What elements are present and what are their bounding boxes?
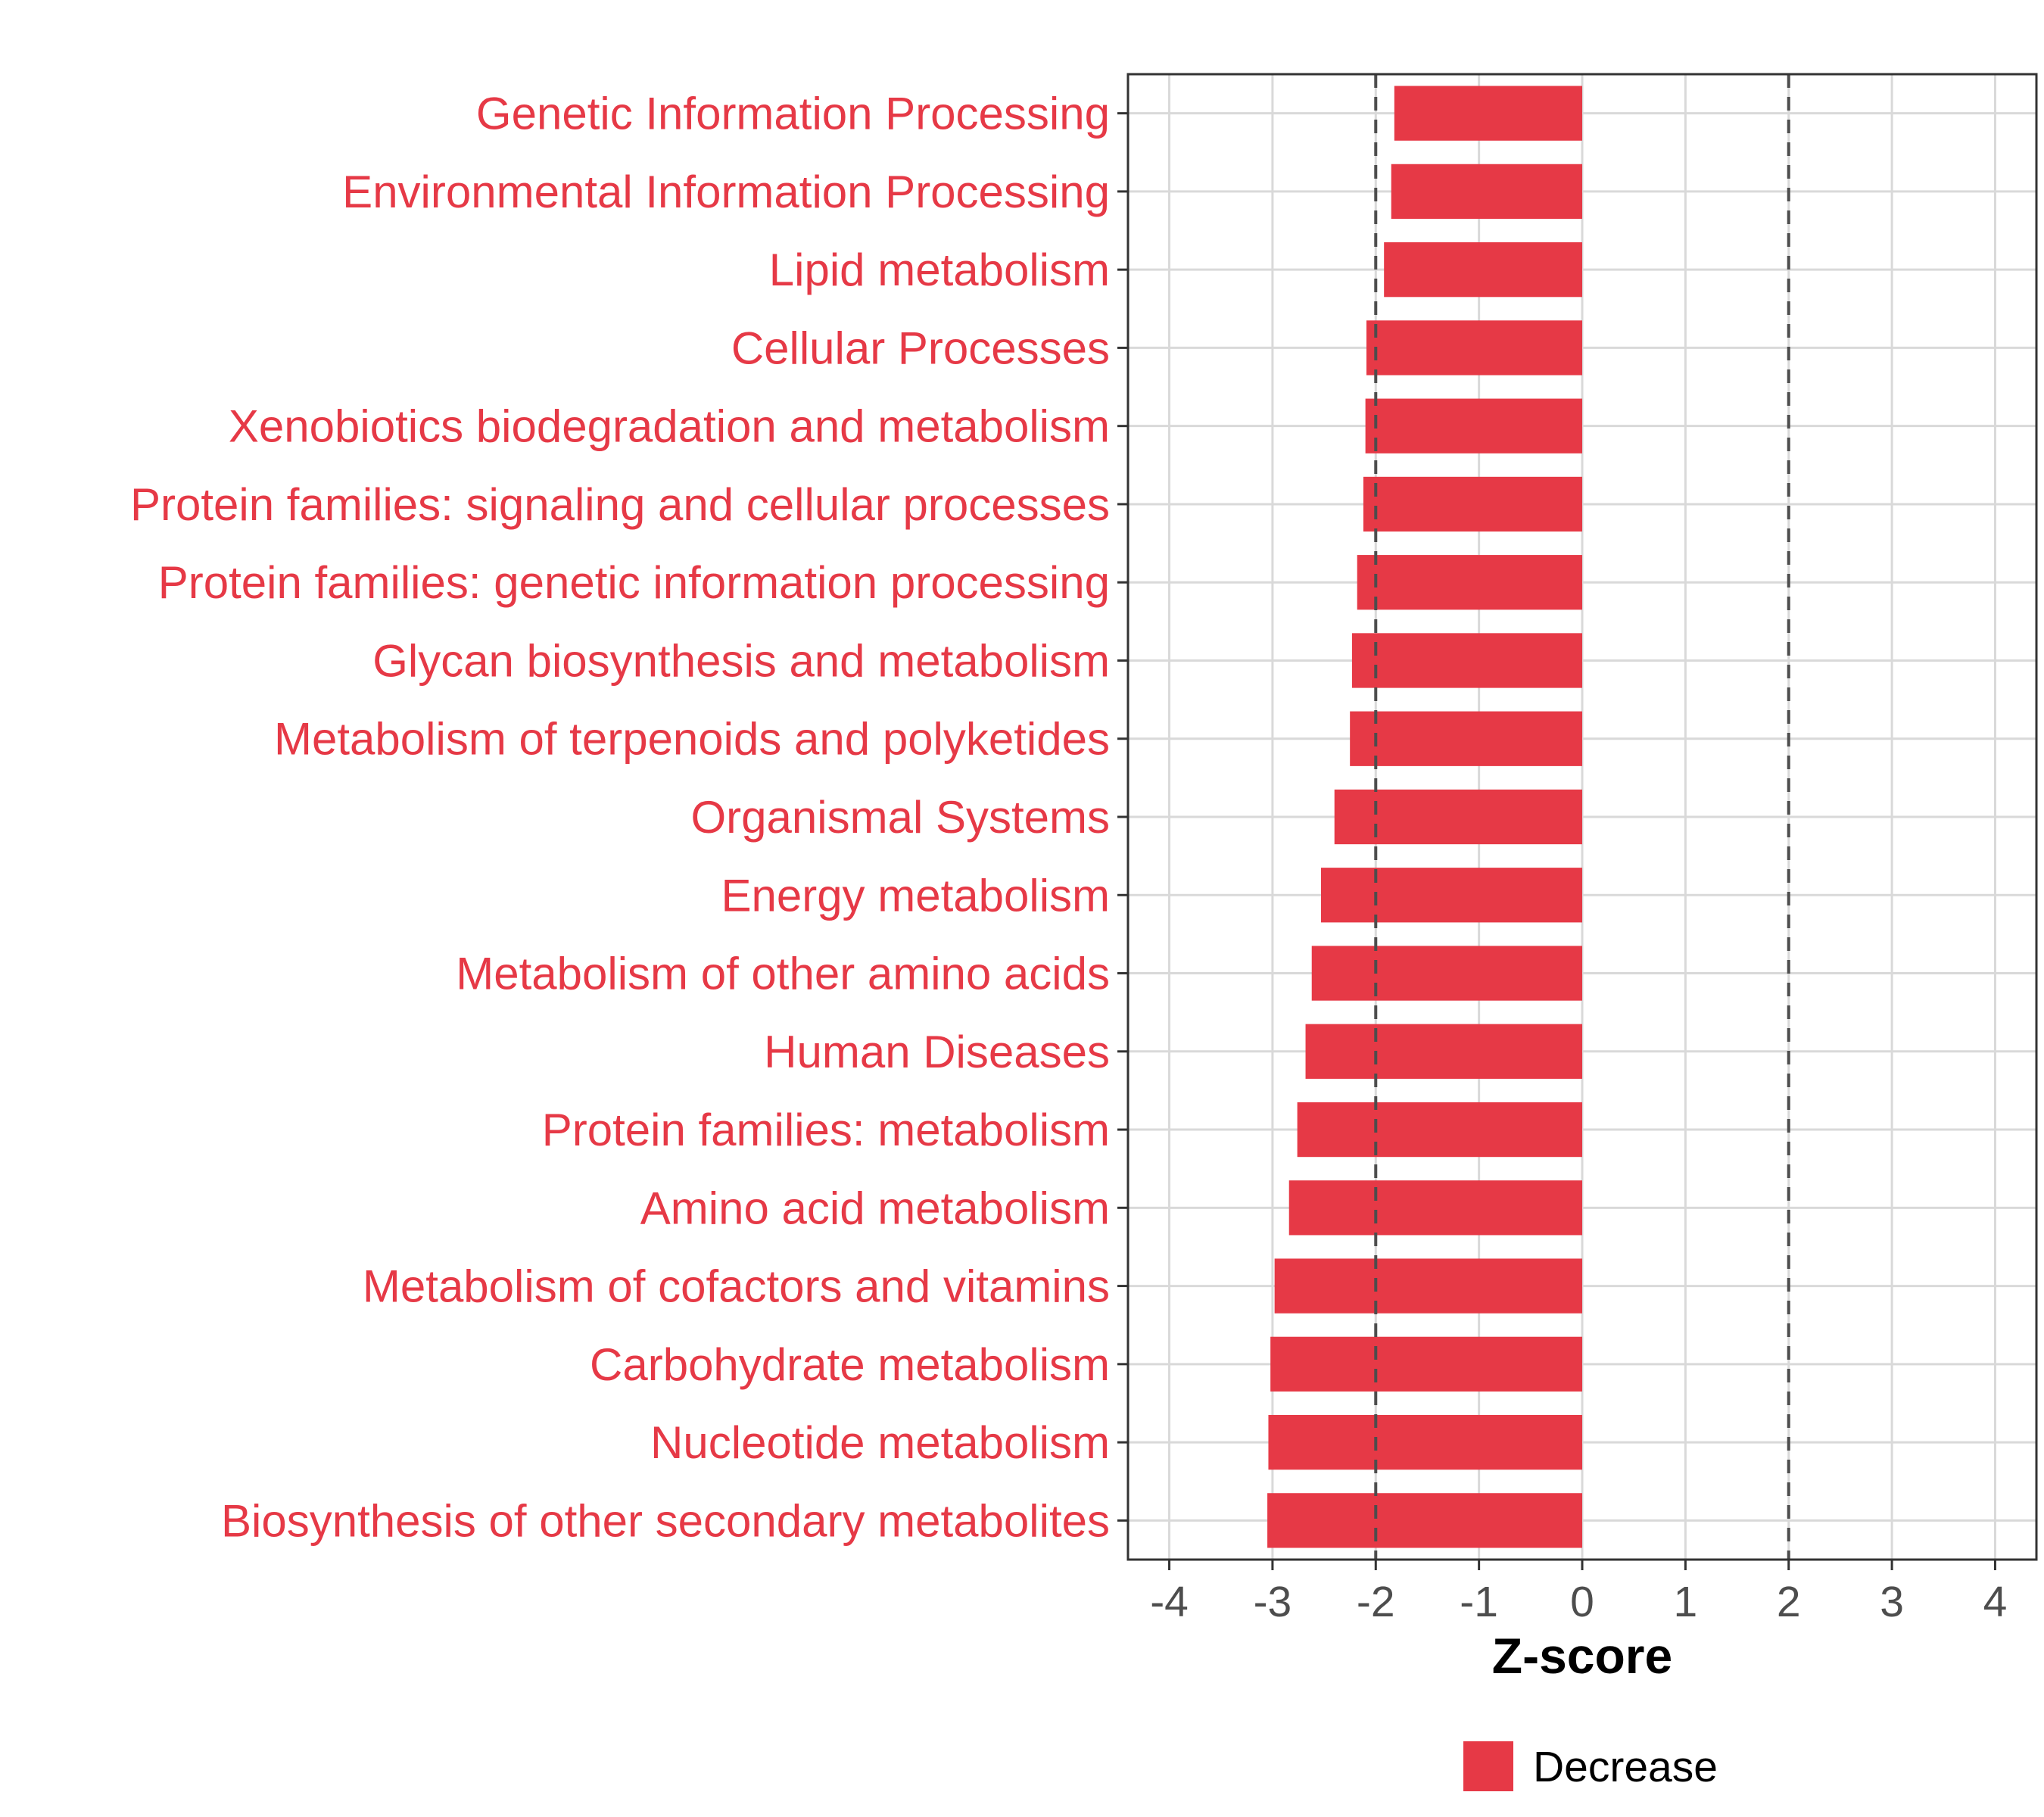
x-tick-label-7: 3 [1880, 1578, 1904, 1626]
bar-1 [1391, 164, 1582, 220]
bars [1267, 86, 1582, 1548]
category-label-8: Metabolism of terpenoids and polyketides [274, 714, 1110, 765]
bar-13 [1297, 1102, 1582, 1158]
category-label-13: Protein families: metabolism [542, 1105, 1110, 1155]
x-tick-label-8: 4 [1983, 1578, 2008, 1626]
category-label-1: Environmental Information Processing [342, 167, 1110, 217]
bar-12 [1305, 1024, 1582, 1079]
bar-15 [1274, 1258, 1582, 1314]
category-label-5: Protein families: signaling and cellular… [130, 479, 1110, 530]
bar-8 [1350, 711, 1582, 766]
bar-4 [1365, 398, 1582, 453]
category-label-9: Organismal Systems [691, 792, 1110, 843]
bar-0 [1394, 86, 1582, 141]
category-label-11: Metabolism of other amino acids [456, 949, 1110, 999]
bar-2 [1384, 242, 1582, 298]
legend-key-decrease [1463, 1741, 1513, 1791]
bar-9 [1334, 789, 1582, 845]
bar-14 [1288, 1180, 1582, 1236]
category-label-2: Lipid metabolism [769, 245, 1110, 295]
category-label-12: Human Diseases [764, 1027, 1110, 1077]
bar-11 [1311, 946, 1582, 1001]
category-label-6: Protein families: genetic information pr… [158, 557, 1110, 608]
bar-6 [1357, 555, 1582, 610]
reference-lines [1374, 74, 1790, 1560]
x-tick-label-6: 2 [1777, 1578, 1801, 1626]
category-label-7: Glycan biosynthesis and metabolism [372, 635, 1110, 686]
x-tick-label-3: -1 [1460, 1578, 1498, 1626]
bar-7 [1351, 633, 1582, 688]
category-label-3: Cellular Processes [731, 323, 1110, 373]
x-tick-label-1: -3 [1254, 1578, 1292, 1626]
category-label-4: Xenobiotics biodegradation and metabolis… [229, 401, 1110, 452]
legend: Decrease [1463, 1741, 1718, 1791]
x-tick-label-5: 1 [1674, 1578, 1698, 1626]
x-tick-label-0: -4 [1150, 1578, 1189, 1626]
category-label-14: Amino acid metabolism [640, 1183, 1110, 1233]
bar-17 [1268, 1414, 1582, 1470]
category-label-10: Energy metabolism [721, 870, 1110, 921]
category-labels: Genetic Information Processing Environmen… [130, 89, 1128, 1546]
x-tick-label-4: 0 [1570, 1578, 1594, 1626]
x-axis-ticks: -4 -3 -2 -1 0 1 2 3 4 [1150, 1560, 2007, 1626]
category-label-16: Carbohydrate metabolism [590, 1339, 1110, 1390]
category-label-0: Genetic Information Processing [476, 89, 1110, 139]
bar-5 [1363, 476, 1582, 532]
bar-18 [1267, 1493, 1582, 1548]
x-axis-title: Z-score [1492, 1628, 1672, 1684]
x-tick-label-2: -2 [1357, 1578, 1395, 1626]
bar-3 [1366, 320, 1582, 376]
category-label-18: Biosynthesis of other secondary metaboli… [221, 1495, 1110, 1546]
legend-label-decrease: Decrease [1533, 1743, 1718, 1791]
bar-10 [1321, 868, 1582, 923]
bar-16 [1270, 1336, 1582, 1392]
category-label-15: Metabolism of cofactors and vitamins [363, 1261, 1110, 1312]
category-label-17: Nucleotide metabolism [650, 1417, 1110, 1468]
